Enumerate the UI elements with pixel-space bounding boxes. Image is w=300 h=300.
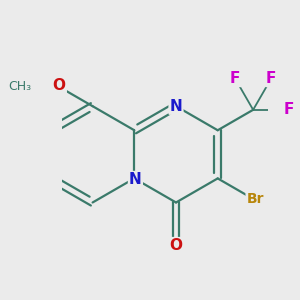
Text: F: F [266,71,276,86]
Text: CH₃: CH₃ [8,80,32,93]
Text: O: O [53,78,66,93]
Text: F: F [230,71,240,86]
Text: F: F [284,102,294,117]
Text: N: N [169,99,182,114]
Text: O: O [169,238,182,253]
Text: N: N [129,172,142,187]
Text: Br: Br [247,192,264,206]
